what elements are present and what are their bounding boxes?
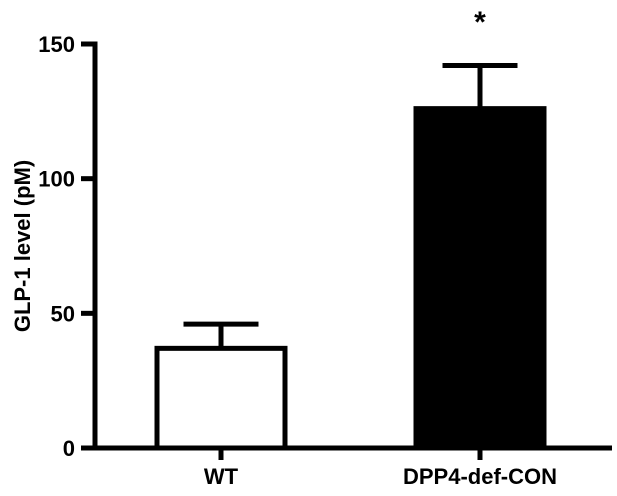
y-tick-label: 150 <box>38 32 75 57</box>
x-tick-label: DPP4-def-CON <box>403 464 557 489</box>
y-axis-title: GLP-1 level (pM) <box>10 160 35 332</box>
bar-dpp4-def-con <box>413 106 547 451</box>
y-tick-label: 0 <box>63 436 75 461</box>
y-tick-label: 50 <box>51 301 75 326</box>
significance-marker: * <box>474 6 486 39</box>
chart-bars <box>154 63 547 451</box>
chart-labels: 0 50 100 150 WT DPP4-def-CON * <box>38 6 557 489</box>
x-tick-label: WT <box>204 464 239 489</box>
bar-wt <box>154 345 288 451</box>
y-tick-label: 100 <box>38 167 75 192</box>
